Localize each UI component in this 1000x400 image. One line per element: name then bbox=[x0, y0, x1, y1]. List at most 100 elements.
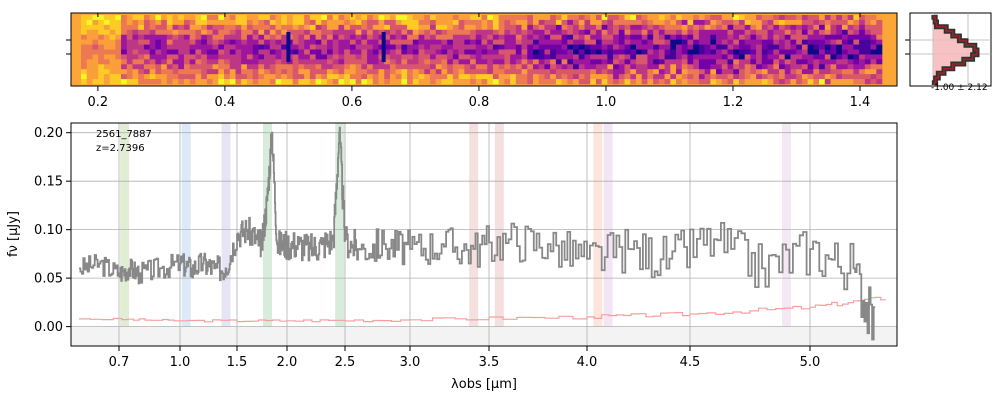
heatmap-pixel bbox=[126, 54, 133, 60]
heatmap-pixel bbox=[229, 54, 236, 60]
heatmap-pixel bbox=[727, 69, 734, 75]
heatmap-pixel bbox=[538, 29, 545, 36]
heatmap-pixel bbox=[813, 44, 820, 50]
heatmap-pixel bbox=[635, 49, 642, 55]
2d-spectrum-frame bbox=[70, 12, 898, 87]
heatmap-pixel bbox=[212, 24, 219, 31]
heatmap-pixel bbox=[687, 69, 694, 75]
heatmap-pixel bbox=[201, 49, 208, 55]
heatmap-pixel bbox=[704, 15, 711, 21]
heatmap-pixel bbox=[241, 29, 248, 36]
heatmap-pixel bbox=[246, 24, 253, 31]
y-tick-label: 0.10 bbox=[34, 223, 63, 238]
heatmap-pixel bbox=[841, 29, 848, 36]
heatmap-pixel bbox=[372, 39, 379, 45]
heatmap-pixel bbox=[327, 24, 334, 31]
heatmap-pixel bbox=[859, 79, 866, 85]
heatmap-pixel bbox=[149, 79, 156, 85]
heatmap-pixel bbox=[676, 49, 683, 55]
heatmap-pixel bbox=[138, 29, 145, 36]
heatmap-pixel bbox=[824, 54, 831, 60]
heatmap-pixel bbox=[332, 29, 339, 36]
heatmap-pixel bbox=[859, 29, 866, 36]
heatmap-pixel bbox=[779, 24, 786, 31]
heatmap-pixel bbox=[532, 74, 540, 80]
heatmap-pixel bbox=[733, 54, 740, 60]
heatmap-pixel bbox=[178, 74, 185, 80]
heatmap-pixel bbox=[338, 59, 345, 65]
heatmap-pixel bbox=[281, 44, 288, 50]
heatmap-pixel bbox=[836, 39, 843, 45]
heatmap-pixel bbox=[824, 49, 831, 55]
heatmap-pixel bbox=[195, 29, 202, 36]
heatmap-pixel bbox=[653, 69, 660, 75]
heatmap-pixel bbox=[286, 64, 293, 70]
heatmap-pixel bbox=[344, 24, 351, 31]
heatmap-pixel bbox=[183, 15, 191, 21]
heatmap-pixel bbox=[773, 64, 780, 70]
heatmap-pixel bbox=[435, 49, 442, 55]
heatmap-pixel bbox=[166, 54, 173, 60]
heatmap-pixel bbox=[458, 59, 465, 65]
heatmap-pixel bbox=[481, 39, 488, 45]
heatmap-pixel bbox=[487, 24, 494, 31]
heatmap-pixel bbox=[275, 79, 282, 85]
heatmap-pixel bbox=[269, 54, 276, 60]
heatmap-pixel bbox=[132, 44, 139, 50]
heatmap-pixel bbox=[143, 15, 150, 21]
2d-spectrum-x-axis: 0.2 0.4 0.6 0.8 1.0 1.2 1.4 bbox=[88, 13, 870, 110]
heatmap-pixel bbox=[527, 24, 534, 31]
heatmap-pixel bbox=[738, 34, 745, 40]
heatmap-pixel bbox=[349, 59, 356, 65]
heatmap-pixel bbox=[498, 49, 505, 55]
heatmap-pixel bbox=[813, 79, 820, 85]
heatmap-pixel bbox=[567, 19, 574, 26]
heatmap-pixel bbox=[384, 34, 391, 40]
heatmap-pixel bbox=[103, 49, 110, 55]
heatmap-pixel bbox=[401, 34, 408, 40]
heatmap-pixel bbox=[779, 34, 786, 40]
heatmap-pixel bbox=[601, 64, 608, 70]
heatmap-pixel bbox=[573, 49, 580, 55]
heatmap-pixel bbox=[218, 39, 225, 45]
heatmap-pixel bbox=[830, 39, 837, 45]
heatmap-pixel bbox=[807, 59, 814, 65]
heatmap-pixel bbox=[424, 24, 431, 31]
top-x-tick-label: 1.2 bbox=[723, 95, 744, 110]
heatmap-pixel bbox=[641, 24, 648, 31]
heatmap-pixel bbox=[126, 39, 133, 45]
heatmap-pixel bbox=[281, 15, 288, 21]
heatmap-pixel bbox=[830, 15, 837, 21]
profile-model-line bbox=[933, 15, 978, 85]
heatmap-pixel bbox=[801, 24, 808, 31]
heatmap-pixel bbox=[430, 44, 437, 50]
heatmap-pixel bbox=[515, 44, 522, 50]
heatmap-pixel bbox=[864, 19, 871, 26]
heatmap-pixel bbox=[367, 54, 374, 60]
heatmap-pixel bbox=[595, 49, 602, 55]
heatmap-pixel bbox=[304, 29, 311, 36]
heatmap-pixel bbox=[733, 69, 740, 75]
heatmap-pixel bbox=[212, 64, 219, 70]
heatmap-pixel bbox=[143, 44, 150, 50]
heatmap-pixel bbox=[698, 59, 705, 65]
heatmap-pixel bbox=[544, 59, 551, 65]
heatmap-pixel bbox=[704, 74, 711, 80]
heatmap-pixel bbox=[716, 15, 723, 21]
heatmap-pixel bbox=[218, 64, 225, 70]
heatmap-pixel bbox=[292, 49, 299, 55]
heatmap-pixel bbox=[252, 29, 259, 36]
heatmap-pixel bbox=[92, 44, 99, 50]
heatmap-pixel bbox=[767, 74, 774, 80]
heatmap-pixel bbox=[407, 39, 414, 45]
heatmap-pixel bbox=[178, 69, 185, 75]
heatmap-pixel bbox=[853, 44, 860, 50]
heatmap-pixel bbox=[149, 19, 156, 26]
heatmap-pixel bbox=[309, 39, 316, 45]
heatmap-pixel bbox=[252, 34, 259, 40]
heatmap-pixel bbox=[767, 34, 774, 40]
heatmap-pixel bbox=[779, 19, 786, 26]
heatmap-pixel bbox=[81, 59, 88, 65]
heatmap-pixel bbox=[515, 34, 522, 40]
heatmap-pixel bbox=[664, 15, 671, 21]
